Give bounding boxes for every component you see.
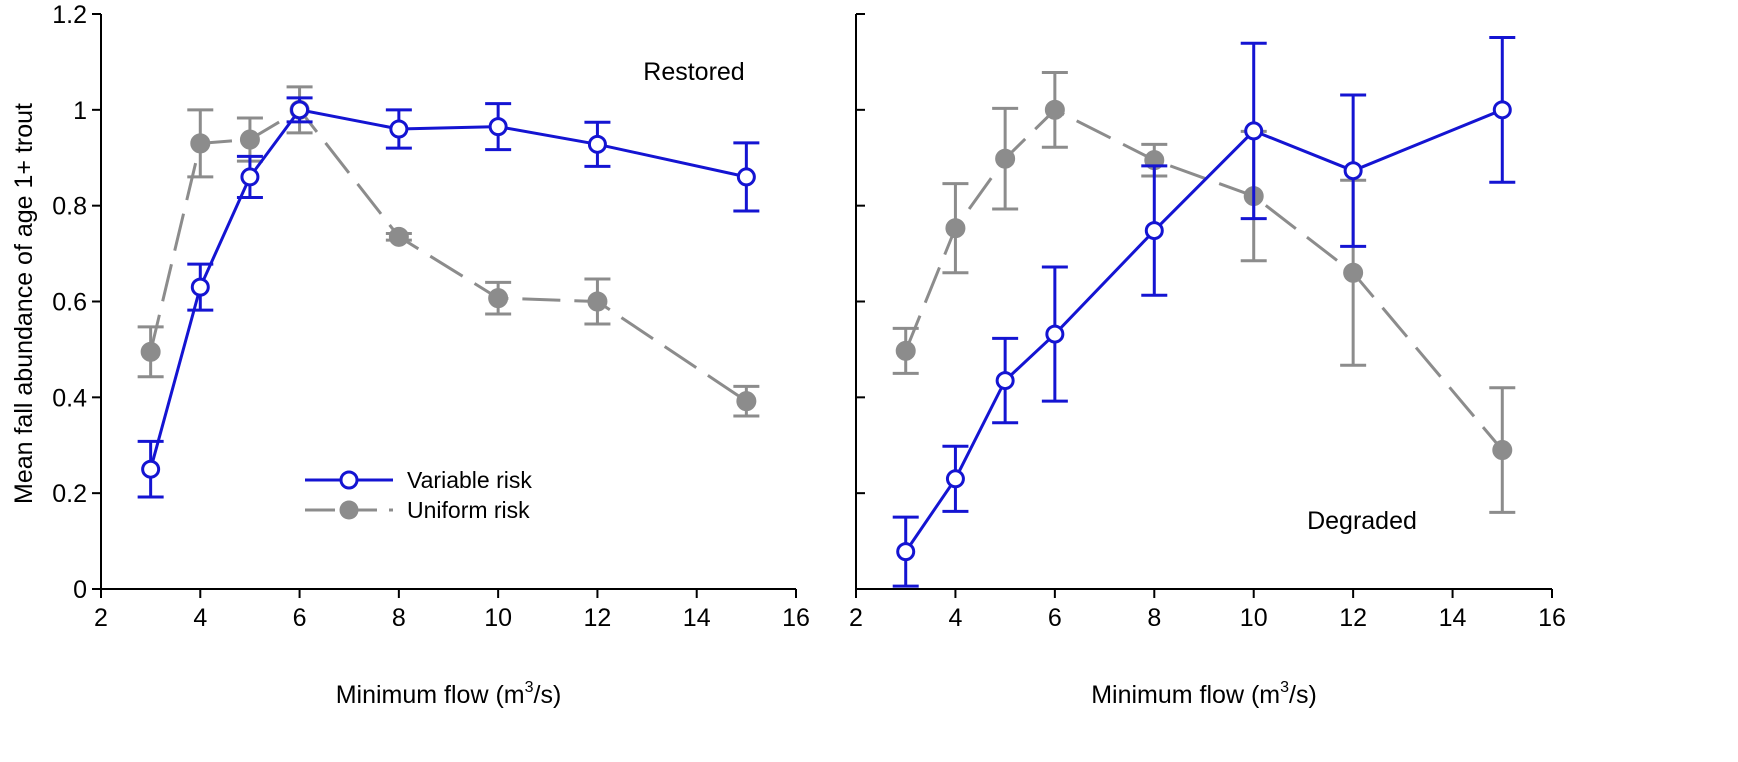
legend-label: Uniform risk (407, 497, 530, 523)
data-point (995, 371, 1015, 391)
data-point (141, 459, 161, 479)
data-point (736, 167, 756, 187)
data-point (995, 148, 1016, 169)
x-tick-label: 12 (1339, 604, 1367, 632)
panel-restored: 2 4 6 8 10 12 14 16 0 0.2 0.4 0.6 0.8 1 1.2 Minimum flo… (10, 1, 810, 709)
legend-item: Uniform risk (305, 497, 530, 523)
uniform-risk-series (137, 85, 760, 418)
data-point (240, 167, 260, 187)
data-point (1492, 100, 1512, 120)
variable-risk-series (137, 96, 760, 499)
data-point (1492, 440, 1513, 461)
data-point (388, 226, 409, 247)
data-point (587, 291, 608, 312)
legend-marker (339, 470, 359, 490)
data-point (389, 119, 409, 139)
legend-marker (339, 500, 359, 520)
x-tick-label: 2 (849, 604, 863, 632)
panel-annotation: Degraded (1307, 507, 1417, 535)
y-tick-label: 0.2 (52, 480, 87, 508)
data-point (290, 100, 310, 120)
x-tick-label: 16 (1538, 604, 1566, 632)
x-tick-label: 4 (948, 604, 962, 632)
x-tick-label: 2 (94, 604, 108, 632)
data-point (1244, 121, 1264, 141)
data-point (488, 288, 509, 309)
series-line (149, 107, 748, 403)
data-point (239, 129, 260, 150)
x-tick-label: 8 (392, 604, 406, 632)
y-tick-label: 1.2 (52, 1, 87, 29)
data-point (1044, 99, 1065, 120)
data-point (587, 134, 607, 154)
x-tick-label: 14 (683, 604, 711, 632)
variable-risk-series (892, 35, 1516, 588)
data-point (736, 391, 757, 412)
x-tick-label: 8 (1147, 604, 1161, 632)
data-point (1144, 221, 1164, 241)
data-point (1343, 262, 1364, 283)
y-axis-title: Mean fall abundance of age 1+ trout (10, 103, 38, 504)
x-tick-label: 16 (782, 604, 810, 632)
y-tick-label: 1 (73, 97, 87, 125)
data-point (1343, 161, 1363, 181)
data-point (895, 340, 916, 361)
x-axis-title: Minimum flow (m3/s) (1091, 679, 1317, 709)
data-point (1045, 324, 1065, 344)
y-tick-label: 0.6 (52, 289, 87, 317)
x-tick-label: 12 (584, 604, 612, 632)
x-tick-label: 4 (193, 604, 207, 632)
data-point (140, 341, 161, 362)
x-tick-label: 10 (484, 604, 512, 632)
panel-annotation: Restored (643, 58, 744, 86)
data-point (190, 133, 211, 154)
data-point (945, 218, 966, 239)
uniform-risk-series (892, 70, 1516, 514)
y-tick-label: 0 (73, 576, 87, 604)
data-point (945, 469, 965, 489)
legend: Variable risk Uniform risk (305, 467, 532, 523)
y-tick-label: 0.8 (52, 193, 87, 221)
x-tick-label: 6 (1048, 604, 1062, 632)
x-axis-title: Minimum flow (m3/s) (336, 679, 562, 709)
x-tick-label: 6 (293, 604, 307, 632)
series-line (149, 108, 747, 470)
data-point (896, 542, 916, 562)
data-point (488, 117, 508, 137)
series-line (904, 107, 1504, 451)
series-line (904, 108, 1503, 553)
panel-degraded: 2 4 6 8 10 12 14 16 Minimum flow (m3/s) Degraded (849, 13, 1566, 709)
data-point (190, 277, 210, 297)
legend-label: Variable risk (407, 467, 532, 493)
x-tick-label: 10 (1240, 604, 1268, 632)
y-tick-label: 0.4 (52, 384, 87, 412)
legend-item: Variable risk (305, 467, 532, 493)
x-tick-label: 14 (1439, 604, 1467, 632)
